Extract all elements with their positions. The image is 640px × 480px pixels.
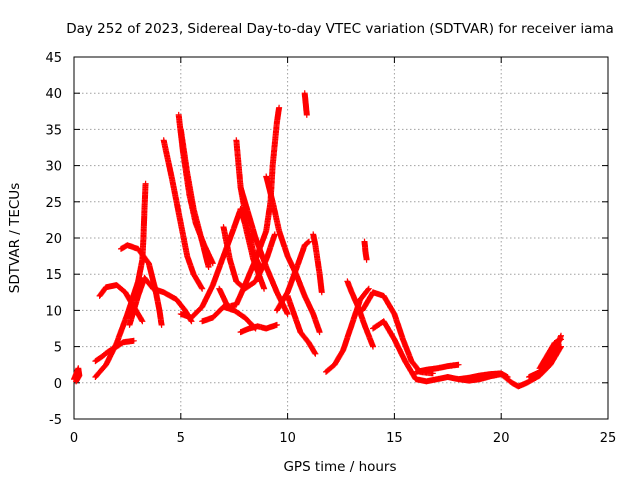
y-tick-label: 40 [45,87,62,102]
y-tick-label: 20 [45,232,62,247]
y-tick-label: 45 [45,51,62,66]
series-marks [536,336,564,372]
series-marks [160,137,206,292]
grid-lines [74,57,608,419]
series-arc16 [263,173,323,336]
series-arc17 [237,321,280,336]
series-arc6 [126,274,195,328]
data-points [71,90,564,390]
y-axis-label: SDTVAR / TECUs [7,183,23,293]
series-marks [455,370,511,383]
series-marks [344,278,376,350]
series-arc20 [301,90,310,118]
series-marks [310,231,325,296]
x-tick-label: 25 [600,431,617,446]
series-arc31 [536,336,564,372]
y-tick-label: 25 [45,196,62,211]
series-marks [370,318,451,385]
series-marks [92,180,149,380]
series-arc27 [412,361,462,375]
series-arc1 [71,365,83,385]
y-tick-label: -5 [49,413,62,428]
series-marks [71,365,83,385]
series-arc26 [370,318,451,385]
series-marks [118,242,165,328]
x-tick-label: 10 [279,431,296,446]
chart-title: Day 252 of 2023, Sidereal Day-to-day VTE… [66,21,614,37]
x-tick-label: 0 [70,431,78,446]
x-axis-label: GPS time / hours [283,459,396,475]
series-arc11 [199,303,259,332]
series-marks [126,274,195,328]
series-arc5 [118,242,165,328]
series-arc3 [92,180,149,380]
x-tick-label: 20 [493,431,510,446]
series-arc19 [284,292,319,357]
x-axis-ticks: 0 5 10 15 20 25 [70,57,616,446]
series-marks [177,126,212,270]
series-marks [301,90,310,118]
series-marks [284,292,319,357]
y-tick-label: 15 [45,268,62,283]
series-marks [412,361,462,375]
x-tick-label: 5 [177,431,185,446]
series-marks [361,238,370,263]
y-axis-ticks: -5 0 5 10 15 20 25 30 35 40 45 [45,51,608,428]
y-tick-label: 30 [45,160,62,175]
y-tick-label: 10 [45,304,62,319]
series-marks [359,289,436,377]
y-tick-label: 0 [54,377,62,392]
series-marks [263,173,323,336]
series-marks [199,303,259,332]
y-tick-label: 35 [45,123,62,138]
y-tick-label: 5 [54,341,62,356]
x-tick-label: 15 [386,431,403,446]
series-arc24 [361,238,370,263]
series-arc7 [160,137,206,292]
series-arc21 [310,231,325,296]
series-arc23 [344,278,376,350]
series-arc25 [359,289,436,377]
series-marks [237,321,280,336]
series-arc29 [455,370,511,383]
series-arc9 [177,126,212,270]
